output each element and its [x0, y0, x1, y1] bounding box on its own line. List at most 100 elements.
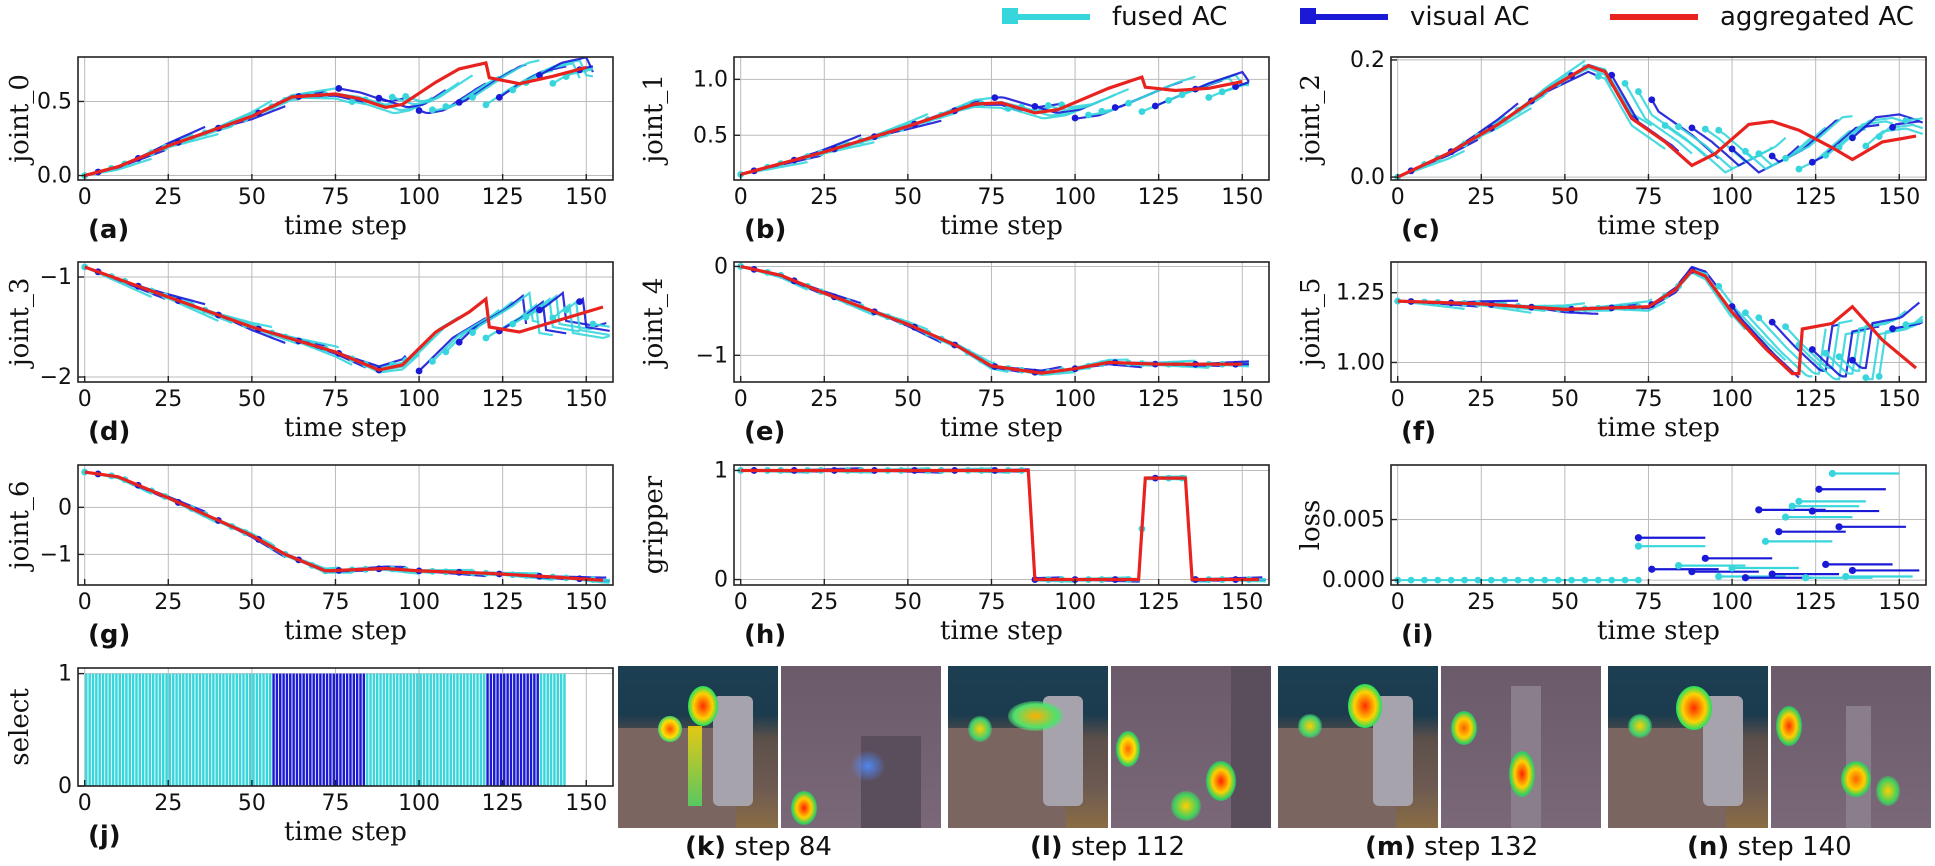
visual-ac-line — [1610, 74, 1680, 153]
x-tick-label: 150 — [1878, 185, 1920, 210]
visual-ac-marker — [1688, 124, 1696, 132]
visual-select-bar — [342, 673, 345, 786]
fused-ac-marker — [1205, 94, 1213, 101]
heatmap-l-right — [1111, 666, 1271, 828]
visual-select-bar — [285, 673, 289, 786]
axes-frame — [77, 261, 614, 383]
fused-select-bar — [125, 673, 128, 786]
fused-select-bar — [128, 673, 131, 786]
panel-label: (a) — [88, 215, 129, 245]
visual-ac-line — [1075, 530, 1143, 583]
visual-select-bar — [322, 673, 325, 786]
fused-ac-marker — [509, 86, 517, 94]
fused-select-bar — [202, 673, 205, 786]
x-tick-label: 100 — [1054, 590, 1096, 615]
fused-select-bar — [372, 673, 376, 786]
visual-select-bar — [496, 673, 499, 786]
fused-select-bar — [138, 673, 142, 786]
x-tick-label: 150 — [1221, 590, 1263, 615]
x-tick-label: 100 — [398, 590, 440, 615]
visual-ac-marker — [1849, 134, 1856, 142]
visual-loss-marker — [1848, 566, 1857, 575]
fused-ac-marker — [1594, 72, 1602, 80]
visual-ac-marker — [991, 94, 999, 102]
fused-select-bar — [235, 673, 238, 786]
x-tick-label: 50 — [894, 387, 922, 412]
visual-ac-marker — [415, 107, 423, 114]
y-tick-label: −2 — [40, 365, 72, 390]
fused-select-bar — [238, 673, 242, 786]
x-tick-label: 0 — [734, 387, 748, 412]
visual-ac-marker — [1031, 102, 1039, 110]
visual-ac-marker — [335, 85, 343, 92]
fused-ac-marker — [1875, 373, 1883, 380]
legend-label: aggregated AC — [1720, 2, 1914, 32]
fused-ac-line — [1664, 271, 1733, 319]
aggregated-line — [1397, 64, 1917, 179]
fused-ac-marker — [509, 320, 517, 328]
y-tick-label: −1 — [696, 343, 728, 368]
fused-ac-marker — [1178, 91, 1186, 99]
y-tick-label: 1 — [58, 662, 72, 687]
x-tick-label: 125 — [482, 387, 524, 412]
x-tick-label: 25 — [154, 185, 182, 210]
legend-swatch-aggregated — [1610, 14, 1698, 20]
fused-select-bar — [108, 673, 111, 786]
fused-select-bar — [392, 673, 396, 786]
visual-select-bar — [275, 673, 279, 786]
fused-ac-line — [1785, 115, 1853, 160]
fused-select-bar — [459, 673, 463, 786]
fused-select-bar — [546, 673, 549, 786]
heatmap-n-right — [1771, 666, 1931, 828]
fused-select-bar — [208, 673, 212, 786]
x-tick-label: 75 — [977, 590, 1005, 615]
fused-select-bar — [369, 673, 372, 786]
visual-select-bar — [519, 673, 523, 786]
fused-select-bar — [225, 673, 228, 786]
visual-select-bar — [315, 673, 319, 786]
fused-select-bar — [559, 673, 563, 786]
fused-ac-marker — [402, 93, 410, 100]
plot-area — [737, 70, 1250, 178]
fused-select-bar — [118, 673, 121, 786]
x-tick-label: 50 — [1551, 590, 1579, 615]
fused-ac-line — [1677, 125, 1746, 171]
fused-ac-marker — [388, 93, 396, 101]
axes-frame — [1390, 56, 1927, 181]
fused-select-bar — [469, 673, 473, 786]
visual-ac-marker — [1232, 83, 1239, 91]
fused-select-bar — [446, 673, 449, 786]
visual-ac-line — [1115, 475, 1183, 581]
y-axis-label: select — [5, 688, 35, 766]
fused-ac-marker — [562, 306, 570, 314]
fused-ac-line — [1718, 129, 1787, 160]
fused-ac-marker — [1715, 282, 1723, 290]
visual-select-bar — [513, 673, 516, 786]
aggregated-line — [84, 470, 604, 582]
fused-loss-marker — [1715, 572, 1723, 581]
x-tick-label: 150 — [1221, 387, 1263, 412]
visual-select-bar — [332, 673, 335, 786]
fused-ac-line — [1784, 319, 1853, 370]
x-tick-label: 75 — [321, 185, 349, 210]
fused-select-bar — [426, 673, 429, 786]
fused-ac-marker — [737, 467, 745, 474]
fused-select-bar — [155, 673, 158, 786]
caption-k: (k) step 84 — [685, 832, 832, 862]
panel-label: (i) — [1401, 620, 1434, 650]
visual-loss-marker — [1741, 574, 1750, 582]
x-tick-label: 50 — [894, 590, 922, 615]
fused-ac-marker — [442, 103, 450, 110]
aggregated-line — [740, 468, 1259, 582]
fused-ac-marker — [1085, 111, 1092, 119]
visual-select-bar — [359, 673, 362, 786]
x-tick-label: 25 — [154, 387, 182, 412]
fused-select-bar — [185, 673, 188, 786]
y-axis-label: joint_4 — [639, 278, 669, 370]
axes-frame — [77, 464, 614, 586]
fused-select-bar — [101, 673, 105, 786]
fused-ac-marker — [348, 98, 356, 105]
visual-loss-marker — [1755, 506, 1763, 514]
y-tick-label: 0 — [714, 254, 728, 279]
fused-ac-marker — [1701, 125, 1709, 133]
